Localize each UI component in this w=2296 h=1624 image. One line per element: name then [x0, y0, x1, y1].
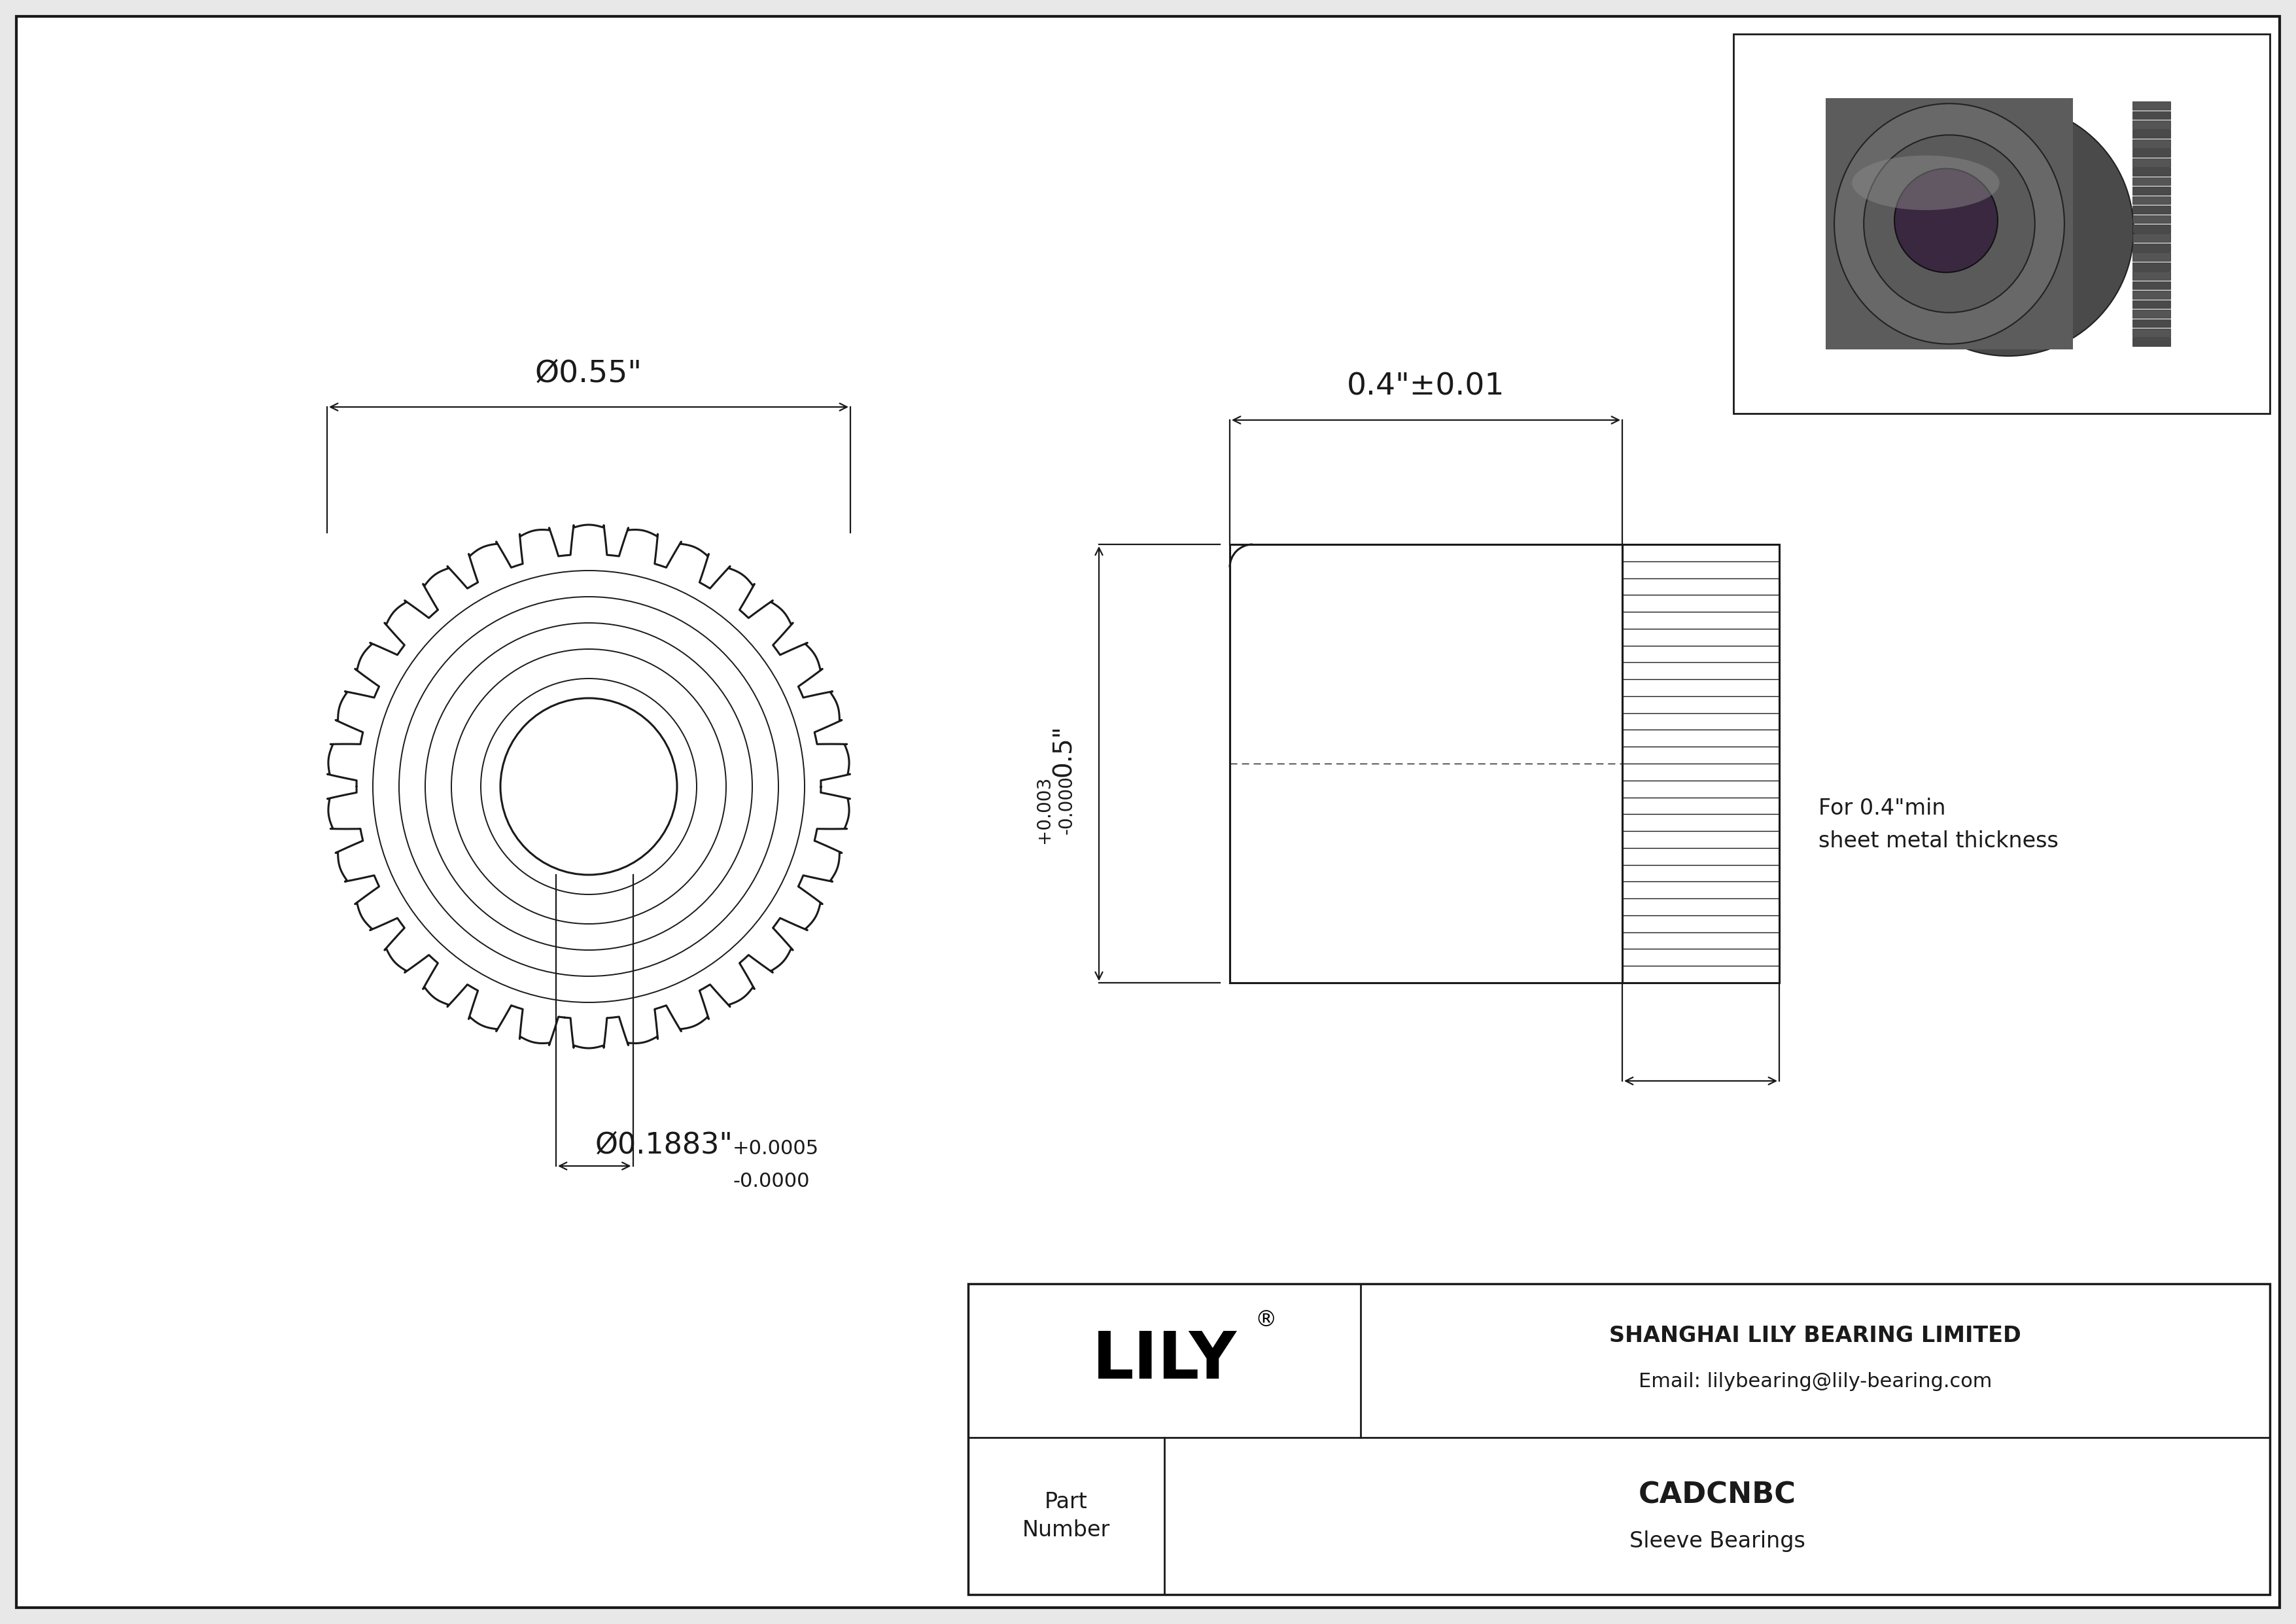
Bar [2133, 338, 2170, 346]
Text: CADCNBC: CADCNBC [1639, 1481, 1795, 1509]
Bar [2133, 291, 2170, 299]
Text: For 0.4"min: For 0.4"min [1818, 797, 1945, 818]
Bar [1231, 544, 1623, 983]
Ellipse shape [1864, 135, 2034, 312]
Bar [1231, 544, 1623, 983]
Bar [2133, 140, 2170, 148]
Bar [2133, 101, 2170, 110]
Bar [2133, 224, 2170, 232]
Bar [2133, 206, 2170, 214]
Bar [2133, 197, 2170, 205]
Bar [2133, 261, 2170, 271]
Bar [2133, 149, 2170, 158]
Bar [2133, 214, 2170, 224]
Bar [1623, 544, 1779, 983]
Bar [2133, 244, 2170, 252]
Bar [2133, 310, 2170, 318]
Text: +0.0005: +0.0005 [732, 1138, 820, 1158]
Bar [2133, 130, 2170, 138]
Text: SHANGHAI LILY BEARING LIMITED: SHANGHAI LILY BEARING LIMITED [1609, 1325, 2020, 1346]
Bar [1825, 97, 2073, 349]
Text: Ø0.55": Ø0.55" [535, 359, 643, 388]
Bar [2133, 281, 2170, 289]
Text: +0.003
-0.000: +0.003 -0.000 [1035, 776, 1077, 843]
Text: LILY: LILY [1093, 1328, 1238, 1392]
Ellipse shape [1835, 104, 2064, 344]
Text: 0.5": 0.5" [1052, 724, 1077, 776]
Bar [2133, 328, 2170, 336]
Bar [2133, 300, 2170, 309]
Text: 0.4"±0.01: 0.4"±0.01 [1348, 372, 1504, 401]
Bar [2133, 177, 2170, 185]
Bar [1733, 34, 2271, 414]
Bar [2133, 120, 2170, 128]
Ellipse shape [1853, 156, 2000, 209]
Text: Part
Number: Part Number [1022, 1491, 1111, 1541]
Text: Ø0.1883": Ø0.1883" [595, 1132, 732, 1160]
Text: Sleeve Bearings: Sleeve Bearings [1630, 1530, 1805, 1551]
Bar [2133, 167, 2170, 175]
Bar [2133, 253, 2170, 261]
Bar [969, 1283, 2271, 1595]
Text: -0.0000: -0.0000 [732, 1173, 810, 1190]
Bar [2133, 271, 2170, 279]
Text: sheet metal thickness: sheet metal thickness [1818, 830, 2060, 853]
Bar [2133, 318, 2170, 328]
Text: Email: lilybearing@lily-bearing.com: Email: lilybearing@lily-bearing.com [1639, 1372, 1993, 1392]
Text: ®: ® [1256, 1309, 1277, 1332]
Bar [2133, 234, 2170, 242]
Bar [2133, 187, 2170, 195]
Ellipse shape [1883, 104, 2133, 356]
Bar [2133, 158, 2170, 167]
Bar [2133, 110, 2170, 119]
Ellipse shape [1894, 169, 1998, 273]
